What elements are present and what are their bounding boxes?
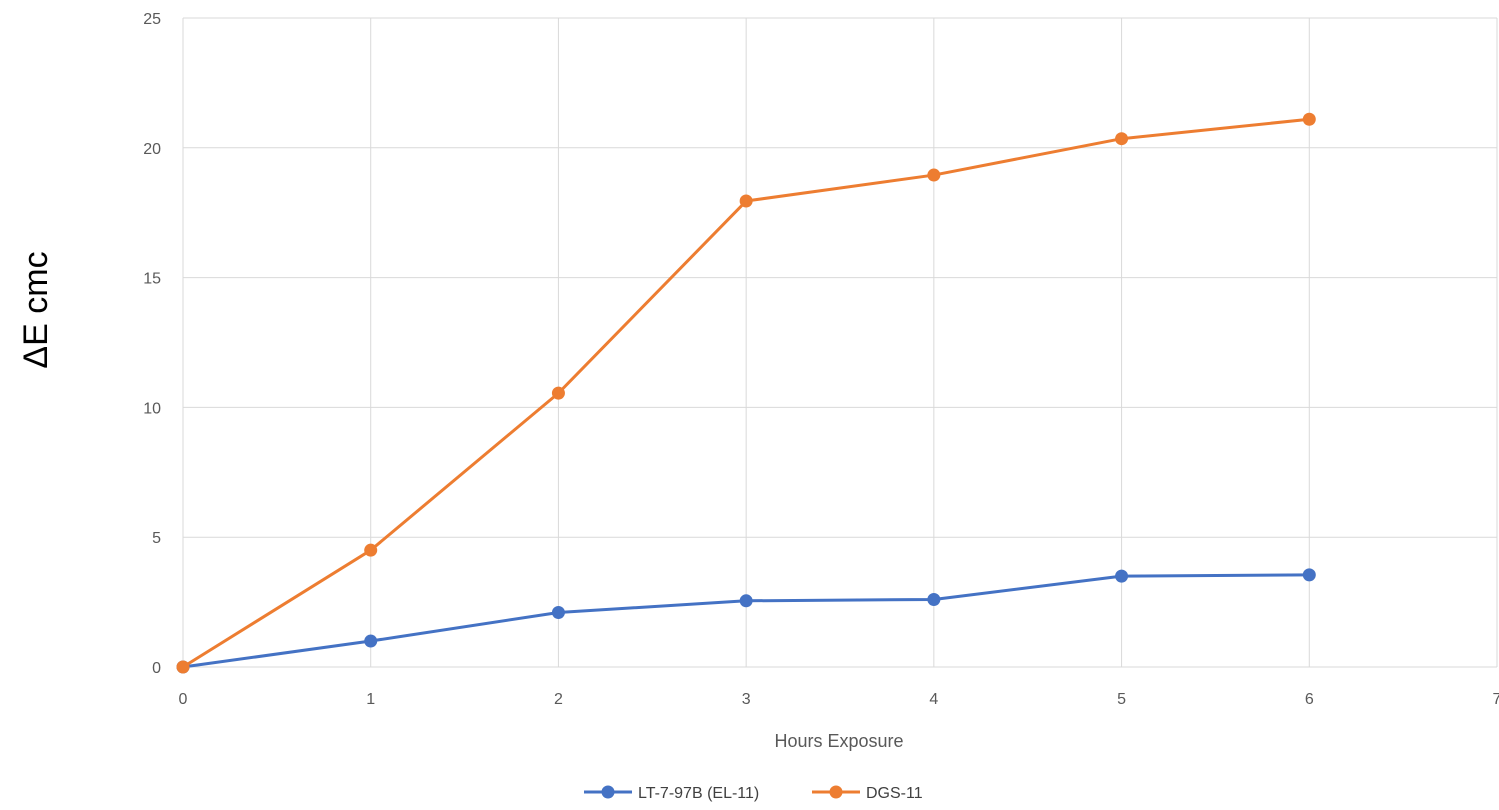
series-lines — [176, 112, 1316, 674]
data-point-s1-6 — [1302, 112, 1316, 126]
x-tick-label-7: 7 — [1493, 691, 1499, 708]
x-tick-label-0: 0 — [179, 691, 188, 708]
data-point-s0-3 — [739, 594, 753, 608]
legend-label-0: LT-7-97B (EL-11) — [638, 785, 759, 802]
data-point-s1-0 — [176, 660, 190, 674]
data-point-s0-5 — [1115, 569, 1129, 583]
tick-labels: 0 5 10 15 20 25 0 1 2 3 4 5 6 7 — [143, 11, 1499, 708]
axes — [182, 18, 1497, 668]
data-point-s1-3 — [739, 194, 753, 208]
legend-marker-1 — [829, 785, 843, 799]
x-tick-label-2: 2 — [554, 691, 563, 708]
legend-item-1: DGS-11 — [812, 785, 923, 802]
y-tick-label-0: 0 — [152, 660, 161, 677]
y-tick-label-25: 25 — [143, 11, 161, 28]
x-tick-label-4: 4 — [929, 691, 938, 708]
data-point-s1-2 — [551, 386, 565, 400]
legend-marker-0 — [601, 785, 615, 799]
data-point-s1-1 — [364, 543, 378, 557]
data-point-s0-4 — [927, 593, 941, 607]
data-point-s1-4 — [927, 168, 941, 182]
data-point-s0-2 — [551, 605, 565, 619]
data-point-s0-1 — [364, 634, 378, 648]
y-tick-label-20: 20 — [143, 141, 161, 158]
legend-item-0: LT-7-97B (EL-11) — [584, 785, 759, 802]
data-point-s0-6 — [1302, 568, 1316, 582]
legend-label-1: DGS-11 — [866, 785, 923, 802]
gridlines — [183, 17, 1498, 667]
x-axis-title: Hours Exposure — [774, 731, 903, 751]
x-tick-label-3: 3 — [742, 691, 751, 708]
y-axis-title: ΔE cmc — [17, 251, 55, 368]
x-tick-label-1: 1 — [366, 691, 375, 708]
y-tick-label-15: 15 — [143, 271, 161, 288]
y-tick-label-5: 5 — [152, 530, 161, 547]
legend: LT-7-97B (EL-11) DGS-11 — [584, 785, 923, 802]
x-tick-label-6: 6 — [1305, 691, 1314, 708]
data-point-s1-5 — [1115, 132, 1129, 146]
y-tick-label-10: 10 — [143, 400, 161, 417]
x-tick-label-5: 5 — [1117, 691, 1126, 708]
